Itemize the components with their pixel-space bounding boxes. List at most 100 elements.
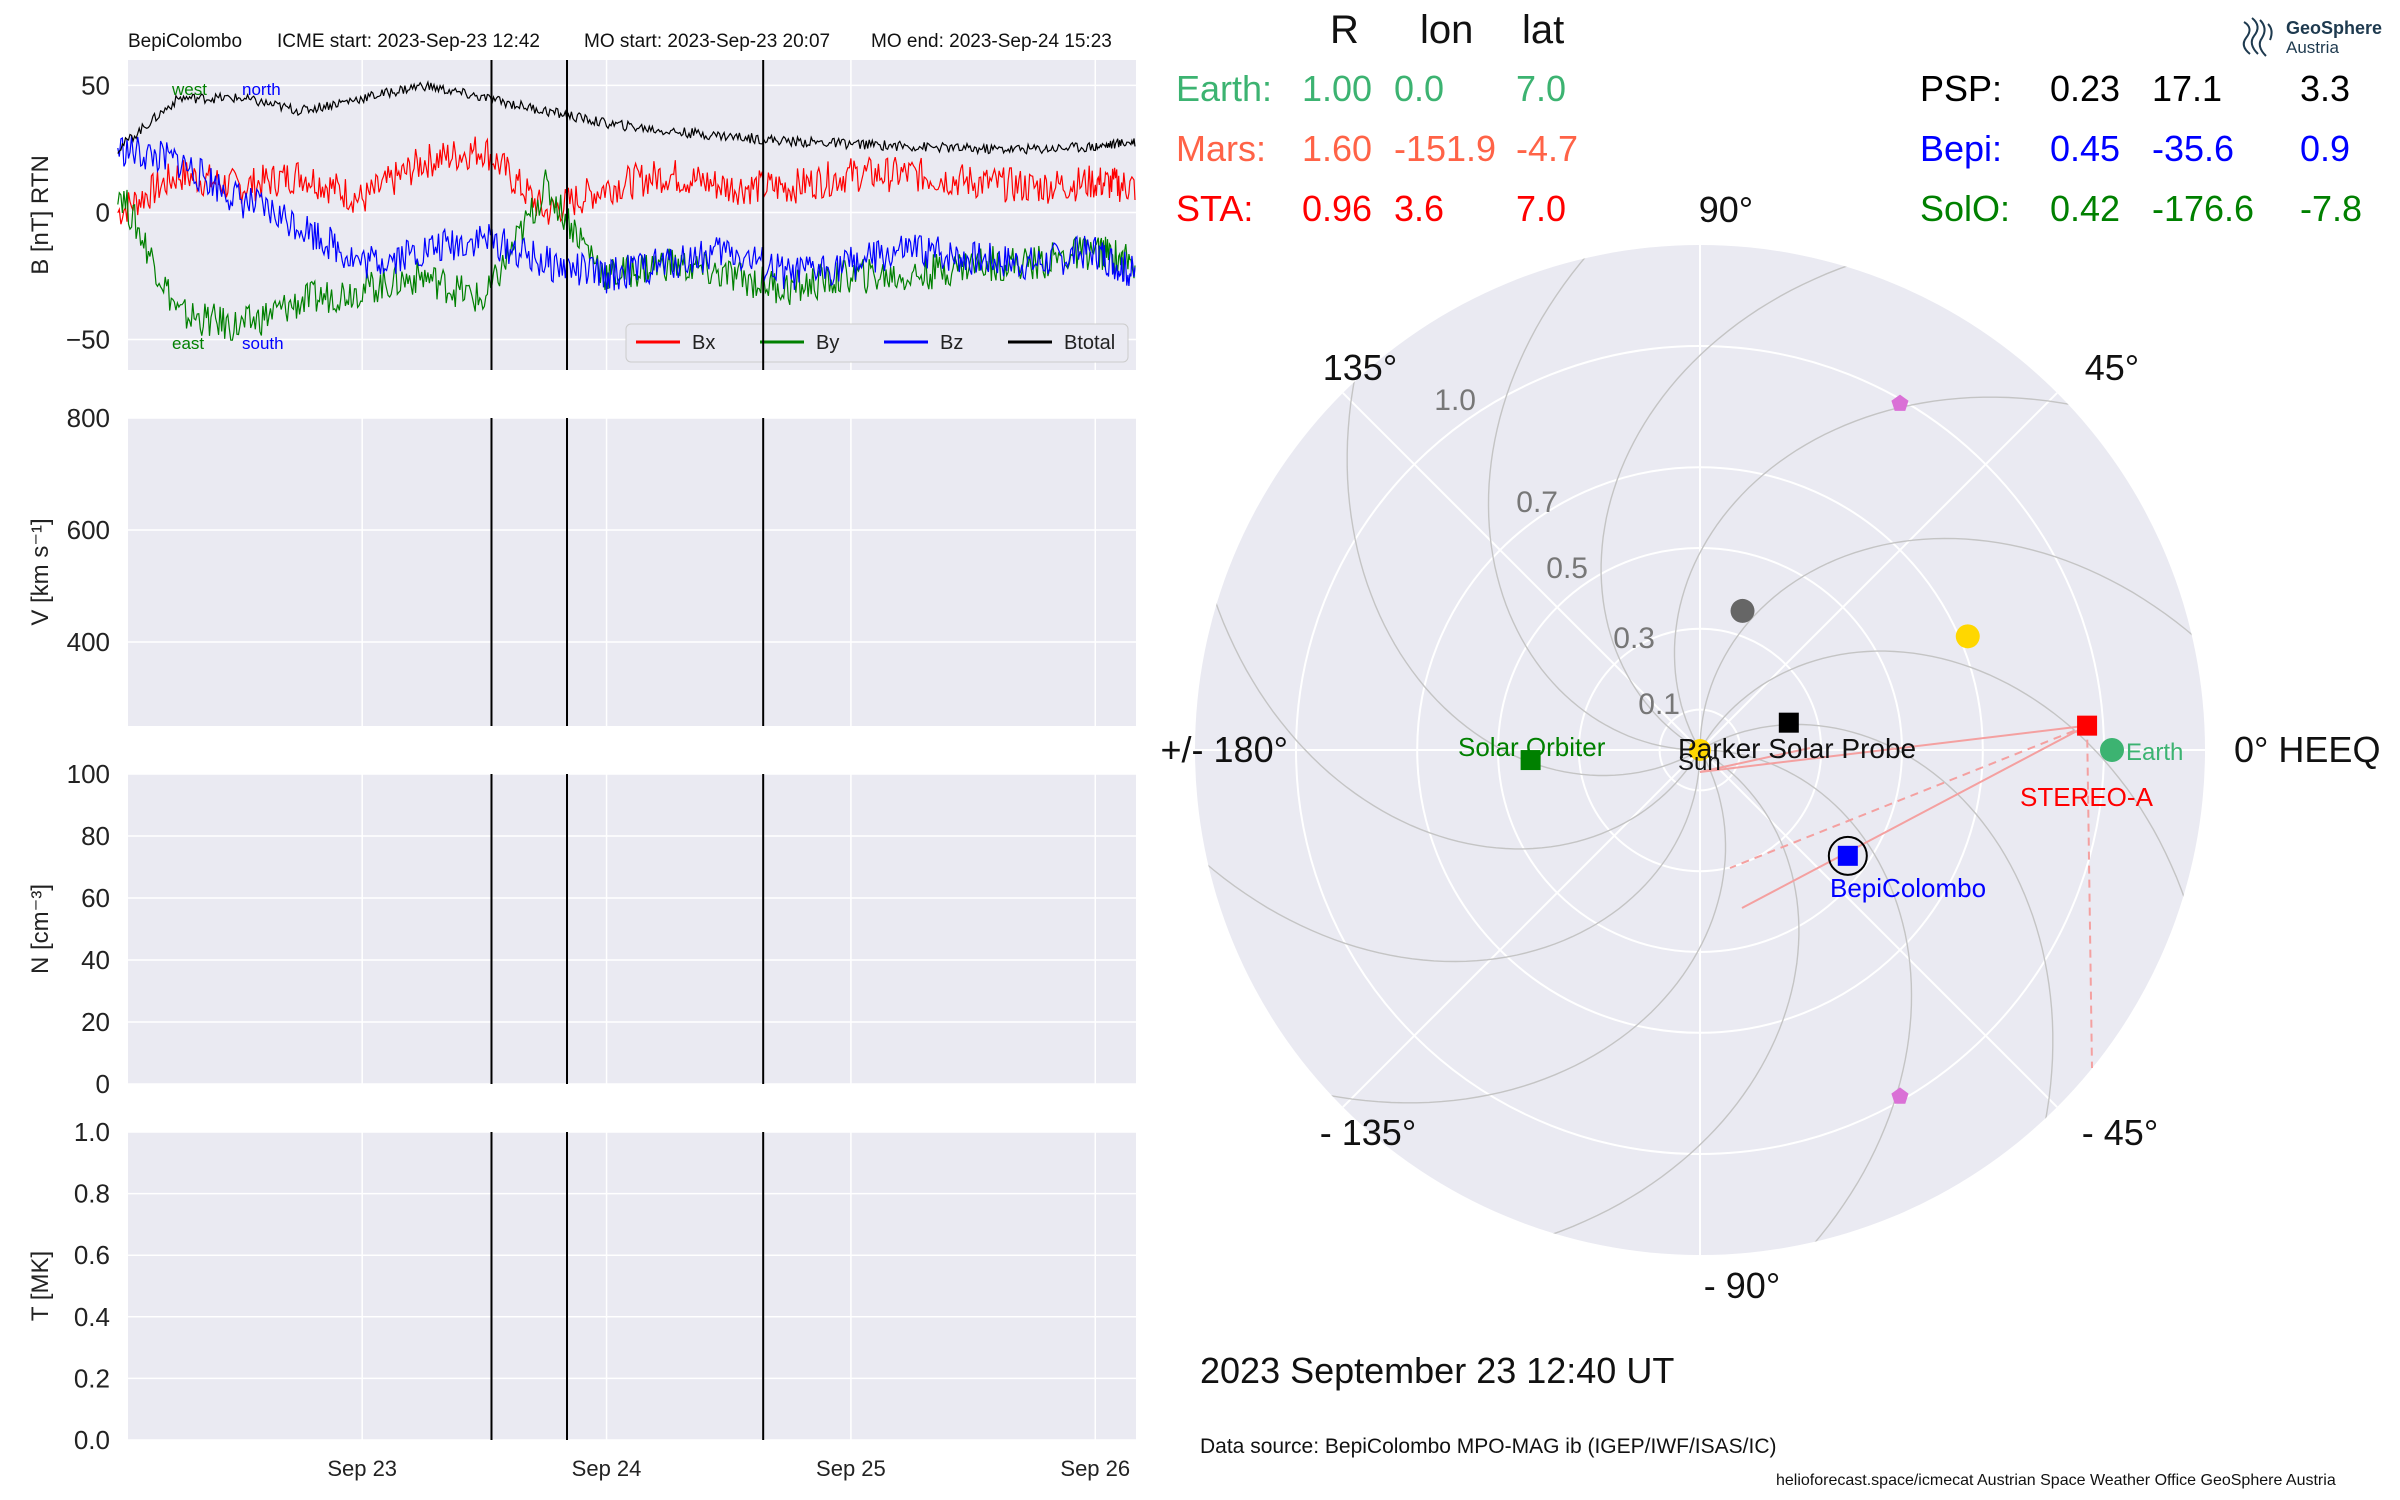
stereo-a-marker xyxy=(2077,715,2098,736)
y-tick-label: 1.0 xyxy=(74,1117,110,1147)
angle-label: 135° xyxy=(1323,347,1397,388)
parker-spiral xyxy=(1487,245,1779,751)
angle-label: 45° xyxy=(2085,347,2139,388)
y-tick-label: 50 xyxy=(81,70,110,100)
y-tick-label: 0.8 xyxy=(74,1179,110,1209)
annotation-north: north xyxy=(242,80,281,99)
logo-line1: GeoSphere xyxy=(2286,18,2383,38)
position-name: STA: xyxy=(1176,188,1254,229)
footer-credits: helioforecast.space/icmecat Austrian Spa… xyxy=(1776,1472,2336,1489)
angle-label: - 90° xyxy=(1704,1265,1780,1306)
position-lon: 0.0 xyxy=(1394,68,1445,109)
col-header-lat: lat xyxy=(1522,8,1565,52)
bepi-ring xyxy=(1827,835,1868,876)
earth-marker xyxy=(2100,738,2124,762)
position-lat: 0.9 xyxy=(2300,128,2351,169)
y-tick-label: 0 xyxy=(96,1069,110,1099)
datestamp: 2023 September 23 12:40 UT xyxy=(1200,1350,1675,1391)
y-tick-label: 0.6 xyxy=(74,1240,110,1270)
legend: Bx By Bz Btotal xyxy=(625,323,1129,363)
y-tick-label: 800 xyxy=(67,403,110,433)
position-r: 1.60 xyxy=(1302,128,1373,169)
y-tick-label: 20 xyxy=(81,1007,110,1037)
legend-box xyxy=(625,323,1129,363)
point-label: Solar Orbiter xyxy=(1458,732,1606,762)
x-tick-label: Sep 25 xyxy=(816,1456,886,1481)
position-lat: 7.0 xyxy=(1516,68,1567,109)
annotation-south: south xyxy=(242,334,284,353)
position-r: 0.45 xyxy=(2050,128,2121,169)
venus-marker xyxy=(1955,624,1980,649)
position-name: PSP: xyxy=(1920,68,2003,109)
y-axis-label: T [MK] xyxy=(27,1251,54,1321)
angle-label: +/- 180° xyxy=(1161,729,1288,770)
data-source-note: Data source: BepiColombo MPO-MAG ib (IGE… xyxy=(1200,1435,1777,1458)
position-lat: 7.0 xyxy=(1516,188,1567,229)
l-point-marker xyxy=(1891,1087,1909,1104)
parker-spiral xyxy=(1699,537,2205,829)
position-lon: -151.9 xyxy=(1394,128,1497,169)
angular-grid-line xyxy=(1342,392,1701,751)
parker-spiral xyxy=(1195,671,1701,963)
position-r: 0.96 xyxy=(1302,188,1373,229)
y-tick-label: 60 xyxy=(81,883,110,913)
sta-dashed-line xyxy=(2086,725,2093,1069)
panel-header-mo-start: MO start: 2023-Sep-23 20:07 xyxy=(584,31,830,52)
panel-background xyxy=(128,774,1136,1084)
angular-grid-line xyxy=(1699,392,2058,751)
legend-label: Bz xyxy=(940,332,963,354)
position-lon: 3.6 xyxy=(1394,188,1445,229)
series-line-bz xyxy=(117,135,1136,294)
point-label: BepiColombo xyxy=(1830,873,1986,903)
legend-label: Bx xyxy=(692,332,715,354)
angle-label: 90° xyxy=(1699,189,1753,230)
angular-grid-line xyxy=(1699,749,2058,1108)
point-label: Sun xyxy=(1678,749,1721,776)
mercury-marker xyxy=(1730,598,1755,623)
radial-tick-label: 0.3 xyxy=(1613,622,1655,655)
position-r: 1.00 xyxy=(1302,68,1373,109)
panel-header-icme-start: ICME start: 2023-Sep-23 12:42 xyxy=(277,31,540,52)
solar-orbiter-marker xyxy=(1520,750,1541,771)
radial-tick-label: 0.7 xyxy=(1516,486,1558,519)
series-line-bx xyxy=(117,136,1136,225)
radial-tick-label: 1.0 xyxy=(1434,384,1476,417)
series-line-by xyxy=(117,169,1136,341)
position-lat: -7.8 xyxy=(2300,188,2363,229)
sta-line xyxy=(1741,724,2088,909)
panel-0: 50 0 −50 B [nT] RTN west north east south Bx By Bz… xyxy=(27,60,1136,370)
x-tick-label: Sep 24 xyxy=(572,1456,642,1481)
position-lat: 3.3 xyxy=(2300,68,2351,109)
y-tick-label: −50 xyxy=(66,325,110,355)
angle-label: - 45° xyxy=(2082,1112,2158,1153)
point-label: Earth xyxy=(2126,739,2183,766)
angle-label: 0° HEEQ xyxy=(2234,729,2380,770)
radial-tick-label: 0.1 xyxy=(1638,688,1680,721)
bepicolombo-marker xyxy=(1837,845,1858,866)
sun-marker xyxy=(1689,739,1711,761)
legend-label: By xyxy=(816,332,839,354)
position-lon: 17.1 xyxy=(2152,68,2223,109)
point-label: STEREO-A xyxy=(2020,782,2154,812)
x-tick-label: Sep 26 xyxy=(1060,1456,1130,1481)
panel-2: 100 80 60 40 20 0 N [cm⁻³] xyxy=(27,759,1136,1099)
position-name: Mars: xyxy=(1176,128,1266,169)
y-tick-label: 100 xyxy=(67,759,110,789)
angle-label: - 135° xyxy=(1320,1112,1416,1153)
panel-background xyxy=(128,1132,1136,1440)
y-tick-label: 0.4 xyxy=(74,1302,110,1332)
panel-background xyxy=(128,418,1136,726)
position-r: 0.42 xyxy=(2050,188,2121,229)
radial-tick-label: 0.5 xyxy=(1546,552,1588,585)
position-r: 0.23 xyxy=(2050,68,2121,109)
point-label: Parker Solar Probe xyxy=(1678,733,1916,764)
annotation-east: east xyxy=(172,334,204,353)
logo-line2: Austria xyxy=(2286,38,2339,57)
y-tick-label: 0.0 xyxy=(74,1425,110,1455)
y-axis-label: V [km s⁻¹] xyxy=(27,518,54,625)
y-tick-label: 0 xyxy=(96,197,110,227)
col-header-r: R xyxy=(1330,8,1359,52)
angular-grid-line xyxy=(1342,749,1701,1108)
geosphere-logo-icon xyxy=(2242,17,2273,57)
